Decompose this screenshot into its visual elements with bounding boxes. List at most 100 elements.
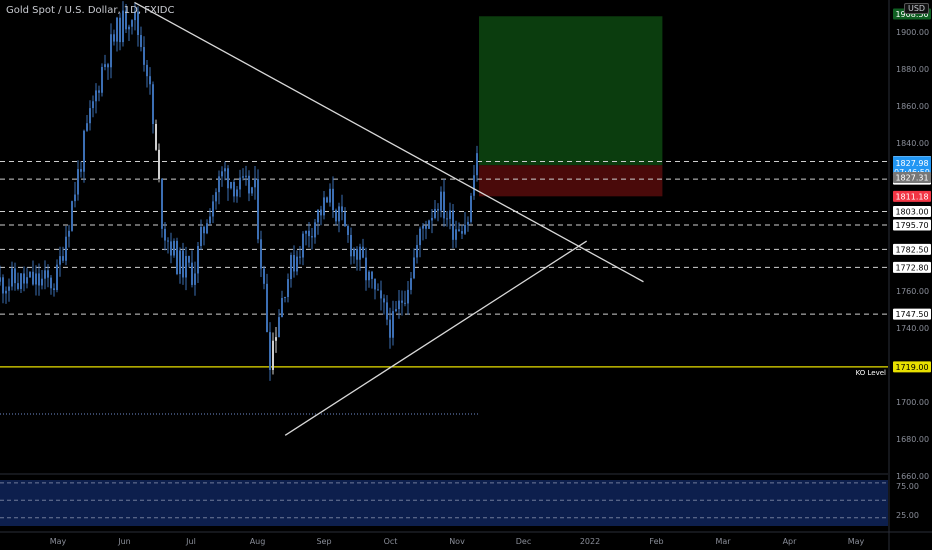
candle-body [251, 187, 253, 194]
time-tick-label: Dec [516, 537, 531, 546]
candle-body [209, 216, 211, 224]
candle-body [125, 10, 127, 30]
level-price-label: 1803.00 [895, 207, 928, 216]
candle-body [227, 168, 229, 189]
candle-body [359, 246, 361, 260]
candle-body [293, 255, 295, 272]
candle-body [197, 246, 199, 274]
candle-body [158, 149, 160, 180]
candle-body [98, 90, 100, 93]
indicator-pane[interactable] [0, 480, 888, 526]
candle-body [413, 257, 415, 279]
candle-body [32, 271, 34, 285]
stop-price-label: 1811.18 [895, 192, 928, 201]
candle-body [23, 273, 25, 284]
candle-body [461, 231, 463, 234]
time-tick-label: May [50, 537, 67, 546]
level-price-label-bg [893, 308, 931, 320]
candle-body [83, 130, 85, 172]
candle-body [65, 236, 67, 261]
candle-body [113, 34, 115, 42]
candle-body [467, 221, 469, 225]
candle-body [386, 302, 388, 320]
candle-body [338, 206, 340, 222]
candle-body [230, 182, 232, 189]
candle-body [368, 271, 370, 281]
candle-body [443, 191, 445, 219]
candle-body [281, 297, 283, 318]
stop-price-label-bg [893, 190, 931, 202]
candle-body [236, 189, 238, 197]
candle-body [161, 179, 163, 229]
candle-body [17, 283, 19, 289]
prev-close-price-label: 1827.31 [895, 173, 928, 182]
candle-body [29, 271, 31, 278]
candle-body [284, 297, 286, 299]
candle-body [2, 277, 4, 294]
trendline[interactable] [134, 1, 644, 283]
candle-body [233, 182, 235, 197]
candle-body [464, 224, 466, 234]
candle-body [422, 225, 424, 229]
level-price-label: 1747.50 [895, 310, 928, 319]
candle-body [41, 278, 43, 286]
currency-badge[interactable]: USD [904, 3, 930, 14]
candle-body [353, 248, 355, 257]
candle-body [0, 277, 1, 282]
candle-body [206, 223, 208, 234]
candle-body [254, 178, 256, 188]
price-tick-label: 1860.00 [896, 102, 929, 111]
candle-body [287, 279, 289, 298]
candle-body [347, 226, 349, 235]
candle-body [452, 210, 454, 240]
candle-body [434, 208, 436, 218]
level-price-label-bg [893, 219, 931, 231]
candle-body [47, 270, 49, 278]
candle-body [143, 47, 145, 65]
candle-body [62, 256, 64, 261]
candle-body [242, 176, 244, 178]
candle-body [203, 226, 205, 234]
candle-body [20, 273, 22, 289]
candle-body [317, 209, 319, 223]
time-tick-label: Mar [715, 537, 731, 546]
candle-body [14, 268, 16, 284]
candle-body [320, 209, 322, 216]
candle-body [476, 153, 478, 176]
price-tick-label: 1700.00 [896, 398, 929, 407]
candle-body [296, 256, 298, 272]
candle-body [74, 194, 76, 202]
candle-body [224, 168, 226, 172]
level-price-label-bg [893, 243, 931, 255]
prev-close-price-label-bg [893, 171, 931, 183]
loss-zone[interactable] [479, 165, 663, 197]
last-price-label: 1827.98 [895, 159, 928, 168]
time-tick-label: Jul [185, 537, 196, 546]
trendline[interactable] [284, 240, 588, 436]
candle-body [395, 309, 397, 312]
ko-level-annotation: KO Level [856, 369, 886, 377]
candle-body [137, 11, 139, 36]
candle-body [239, 177, 241, 190]
candle-body [179, 250, 181, 275]
candle-body [290, 255, 292, 280]
candle-body [449, 210, 451, 219]
price-tick-label: 1900.00 [896, 28, 929, 37]
candle-body [326, 197, 328, 203]
profit-zone[interactable] [479, 16, 663, 166]
candle-body [8, 286, 10, 291]
candle-body [371, 271, 373, 279]
candle-body [266, 283, 268, 333]
candle-body [362, 246, 364, 258]
time-tick-label: May [848, 537, 865, 546]
candle-body [389, 319, 391, 338]
candle-body [110, 34, 112, 68]
candle-body [218, 176, 220, 193]
candle-body [410, 278, 412, 290]
candle-body [182, 250, 184, 278]
candle-body [221, 171, 223, 177]
level-price-label: 1772.80 [895, 263, 928, 272]
candle-body [11, 268, 13, 287]
